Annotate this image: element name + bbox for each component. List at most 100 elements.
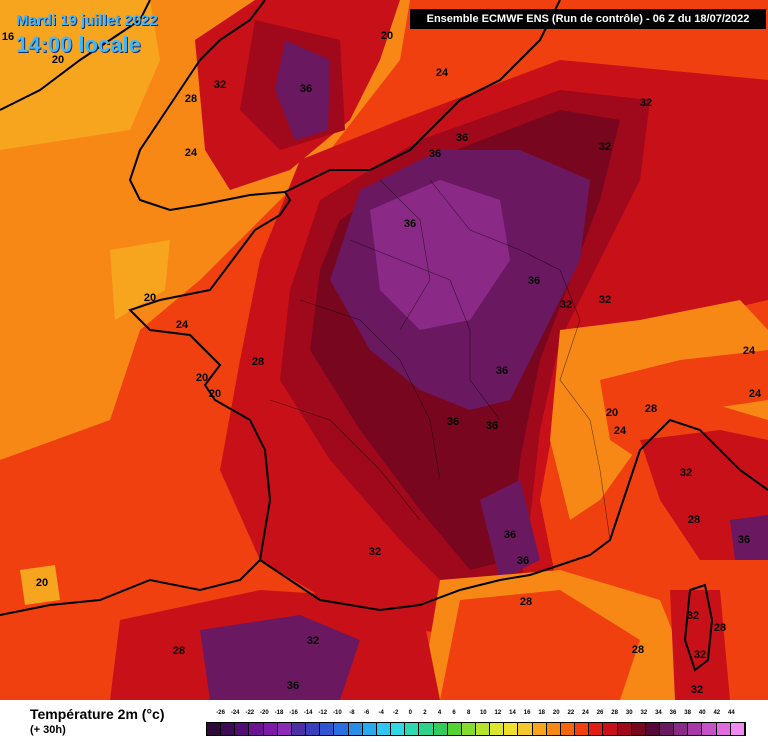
contour-label: 36 bbox=[455, 132, 469, 144]
temperature-map bbox=[0, 0, 768, 700]
coastline-uk bbox=[0, 0, 151, 111]
band-28-med bbox=[440, 590, 640, 700]
contour-label: 36 bbox=[446, 416, 460, 428]
legend-swatch bbox=[207, 723, 222, 735]
legend-swatch bbox=[391, 723, 406, 735]
legend-tick-label: -10 bbox=[333, 710, 342, 716]
contour-label: 32 bbox=[639, 97, 653, 109]
legend-swatch bbox=[249, 723, 264, 735]
legend-swatch bbox=[461, 723, 476, 735]
coastline-north bbox=[284, 0, 561, 193]
contour-label: 32 bbox=[598, 294, 612, 306]
band-20-atlantic bbox=[0, 0, 160, 150]
legend-swatch bbox=[320, 723, 335, 735]
legend-tick-label: 8 bbox=[467, 710, 471, 716]
legend-tick-label: -22 bbox=[245, 710, 255, 716]
contour-label: 20 bbox=[35, 577, 49, 589]
legend-swatch bbox=[490, 723, 505, 735]
legend-swatch bbox=[348, 723, 363, 735]
legend-swatch bbox=[291, 723, 307, 735]
legend-tick-label: 44 bbox=[728, 710, 735, 716]
legend-swatch bbox=[376, 723, 392, 735]
coastline-france-west bbox=[0, 229, 272, 616]
legend-tick-label: 42 bbox=[713, 710, 721, 716]
contour-label: 36 bbox=[516, 555, 530, 567]
contour-label: 28 bbox=[519, 596, 533, 608]
legend-swatch bbox=[504, 723, 519, 735]
model-run-info: Ensemble ECMWF ENS (Run de contrôle) - 0… bbox=[410, 9, 766, 29]
contour-label: 32 bbox=[693, 649, 707, 661]
contour-label: 36 bbox=[485, 420, 499, 432]
legend-tick-label: 12 bbox=[494, 710, 502, 716]
contour-label: 32 bbox=[598, 141, 612, 153]
coastline-corsica bbox=[683, 583, 714, 672]
legend-swatch bbox=[419, 723, 434, 735]
contour-label: 32 bbox=[686, 610, 700, 622]
legend-swatch bbox=[518, 723, 533, 735]
contour-label: 24 bbox=[613, 425, 627, 437]
legend-tick-label: 20 bbox=[552, 710, 560, 716]
legend-panel: Température 2m (°c) (+ 30h) -26 -24 -22 -20… bbox=[0, 700, 768, 742]
legend-tick-label: 40 bbox=[698, 710, 706, 716]
legend-swatch bbox=[433, 723, 448, 735]
band-20-patch bbox=[110, 240, 170, 320]
legend-swatch bbox=[546, 723, 561, 735]
legend-tick-label: 4 bbox=[437, 710, 442, 716]
borders bbox=[269, 179, 611, 541]
contour-label: 20 bbox=[143, 292, 157, 304]
legend-swatch bbox=[447, 723, 462, 735]
legend-tick-label: -4 bbox=[378, 710, 384, 716]
legend-swatch bbox=[306, 723, 321, 735]
coastline-mediterranean bbox=[259, 418, 768, 612]
band-38-rhone bbox=[480, 480, 540, 580]
contour-label: 36 bbox=[286, 680, 300, 692]
contour-label: 24 bbox=[748, 388, 762, 400]
legend-tick-label: -16 bbox=[289, 710, 298, 716]
contour-label: 20 bbox=[605, 407, 619, 419]
contour-label: 32 bbox=[368, 546, 382, 558]
legend-tick-label: -8 bbox=[349, 710, 355, 716]
contour-label: 20 bbox=[51, 54, 65, 66]
contour-label: 24 bbox=[435, 67, 449, 79]
contour-label: 20 bbox=[380, 30, 394, 42]
legend-tick-label: -24 bbox=[230, 710, 240, 716]
legend-tick-label: -2 bbox=[393, 710, 399, 716]
legend-swatch bbox=[475, 723, 491, 735]
legend-swatch bbox=[645, 723, 660, 735]
legend-tick-label: 22 bbox=[567, 710, 575, 716]
legend-swatch bbox=[221, 723, 236, 735]
forecast-date: Mardi 19 juillet 2022 bbox=[16, 12, 158, 29]
legend-tick-label: 36 bbox=[669, 710, 677, 716]
legend-swatch bbox=[362, 723, 377, 735]
legend-tick-label: 10 bbox=[479, 710, 487, 716]
legend-swatch bbox=[263, 723, 278, 735]
legend-color-bar bbox=[206, 722, 746, 736]
legend-swatch bbox=[532, 723, 547, 735]
legend-tick-label: -14 bbox=[303, 710, 313, 716]
contour-label: 36 bbox=[527, 275, 541, 287]
legend-swatch bbox=[235, 723, 250, 735]
legend-tick-label: 24 bbox=[582, 710, 589, 716]
band-36-spain bbox=[200, 615, 360, 700]
legend-tick-label: 18 bbox=[538, 710, 546, 716]
legend-tick-label: 14 bbox=[509, 710, 516, 716]
band-40-france bbox=[370, 180, 510, 330]
legend-swatch bbox=[560, 723, 576, 735]
contour-label: 28 bbox=[631, 644, 645, 656]
legend-title: Température 2m (°c) bbox=[30, 706, 165, 722]
legend-swatch bbox=[334, 723, 349, 735]
legend-tick-label: 32 bbox=[640, 710, 648, 716]
band-38-uk bbox=[275, 40, 330, 140]
legend-swatch bbox=[603, 723, 618, 735]
legend-tick-label: -20 bbox=[260, 710, 269, 716]
contour-label: 32 bbox=[306, 635, 320, 647]
legend-swatch bbox=[631, 723, 646, 735]
contour-label: 28 bbox=[687, 514, 701, 526]
legend-tick-label: 0 bbox=[408, 710, 412, 716]
legend-tick-label: 30 bbox=[625, 710, 633, 716]
contour-label: 28 bbox=[644, 403, 658, 415]
contour-label: 36 bbox=[299, 83, 313, 95]
contour-label: 36 bbox=[403, 218, 417, 230]
legend-tick-label: 26 bbox=[596, 710, 604, 716]
